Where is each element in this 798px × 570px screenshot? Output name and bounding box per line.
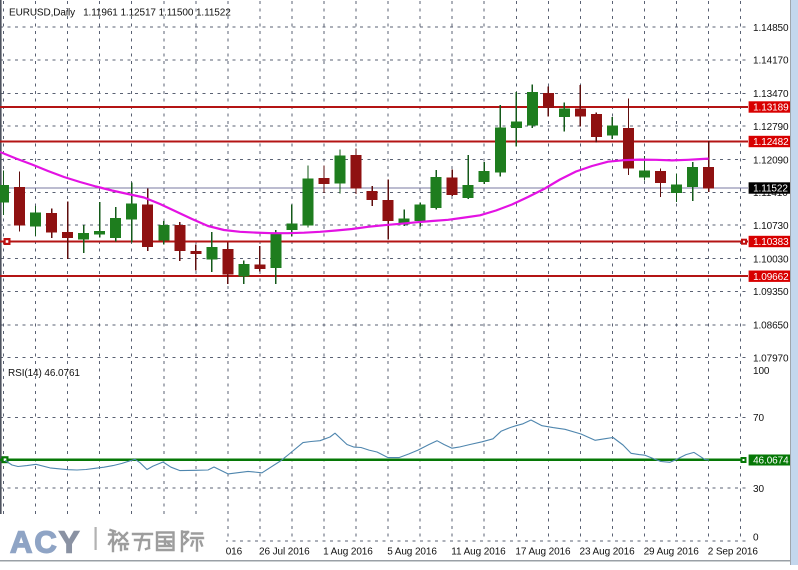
- svg-text:26 Jul 2016: 26 Jul 2016: [259, 547, 310, 558]
- svg-text:1.13470: 1.13470: [753, 89, 789, 100]
- svg-text:1.08650: 1.08650: [753, 321, 789, 332]
- svg-text:1.14850: 1.14850: [753, 23, 789, 34]
- svg-text:1.12482: 1.12482: [753, 137, 789, 148]
- svg-text:1.14170: 1.14170: [753, 56, 789, 67]
- svg-text:1.12790: 1.12790: [753, 122, 789, 133]
- svg-text:1.09350: 1.09350: [753, 287, 789, 298]
- svg-text:30: 30: [753, 484, 764, 495]
- svg-text:11 Aug 2016: 11 Aug 2016: [451, 547, 506, 558]
- svg-text:23 Aug 2016: 23 Aug 2016: [580, 547, 636, 558]
- svg-text:100: 100: [753, 366, 770, 377]
- svg-text:46.0674: 46.0674: [753, 456, 789, 467]
- svg-text:1 Aug 2016: 1 Aug 2016: [323, 547, 373, 558]
- svg-text:1.10030: 1.10030: [753, 254, 789, 265]
- svg-text:1.13189: 1.13189: [753, 103, 789, 114]
- svg-text:5 Aug 2016: 5 Aug 2016: [387, 547, 437, 558]
- svg-text:EURUSD,Daily 1.11961 1.12517: EURUSD,Daily 1.11961 1.12517 1.11500 1.1…: [9, 8, 231, 19]
- svg-text:1.07970: 1.07970: [753, 353, 789, 364]
- svg-text:RSI(14) 46.0761: RSI(14) 46.0761: [8, 368, 80, 379]
- svg-text:1.11522: 1.11522: [753, 184, 788, 195]
- svg-text:17 Aug 2016: 17 Aug 2016: [515, 547, 571, 558]
- svg-text:1.10383: 1.10383: [753, 237, 789, 248]
- svg-text:1.10730: 1.10730: [753, 221, 789, 232]
- svg-text:70: 70: [753, 413, 764, 424]
- svg-text:2 Sep 2016: 2 Sep 2016: [708, 547, 759, 558]
- svg-text:29 Aug 2016: 29 Aug 2016: [644, 547, 700, 558]
- svg-text:ACY: ACY: [10, 525, 81, 560]
- svg-text:1.09662: 1.09662: [753, 272, 789, 283]
- svg-text:0: 0: [753, 533, 759, 544]
- svg-text:1.12090: 1.12090: [753, 155, 789, 166]
